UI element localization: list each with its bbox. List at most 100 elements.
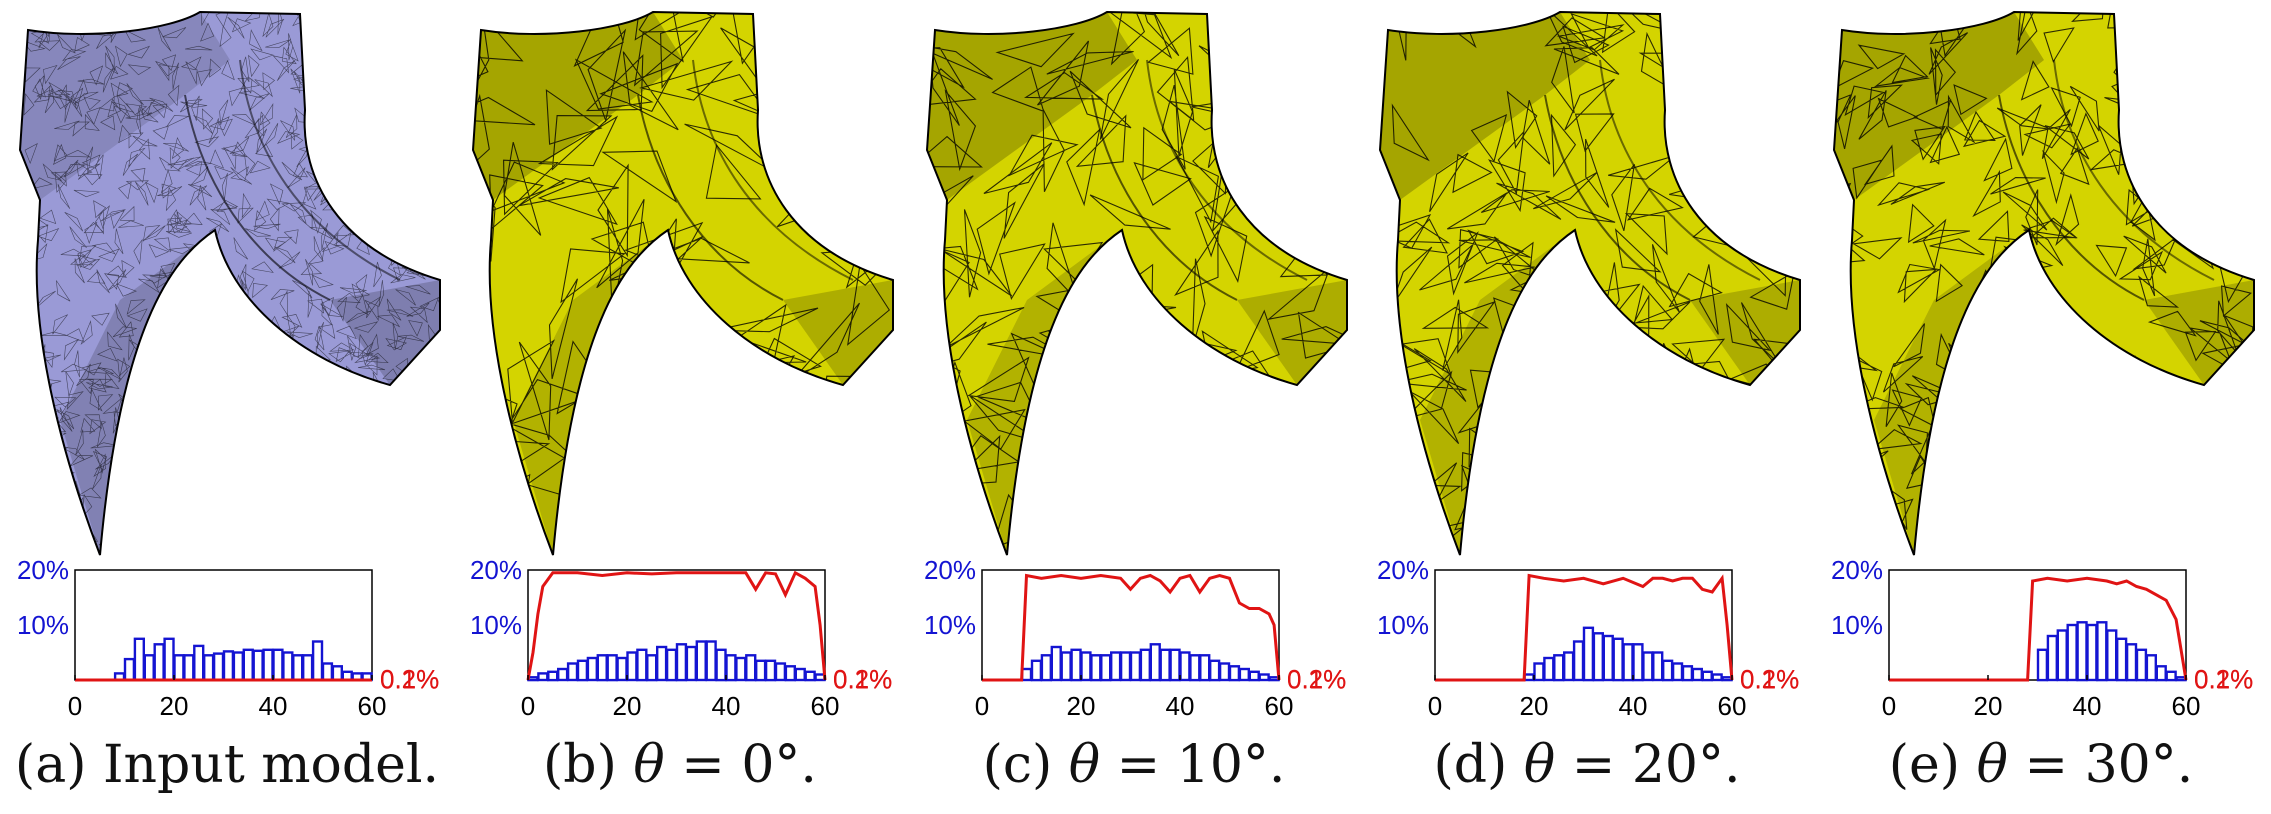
- histogram-bar: [2096, 621, 2108, 682]
- x-tick-label: 40: [1619, 691, 1648, 721]
- y-left-tick-label: 20%: [1377, 555, 1429, 585]
- histogram-bar: [1562, 651, 1575, 682]
- histogram-bar: [153, 643, 165, 682]
- histogram-bar: [1248, 670, 1260, 682]
- x-tick-label: 40: [2073, 691, 2102, 721]
- x-tick-label: 40: [1166, 691, 1195, 721]
- histogram-bar: [1671, 662, 1684, 682]
- x-tick-label: 0: [975, 691, 989, 721]
- x-tick-label: 60: [358, 691, 387, 721]
- model-surface: [471, 10, 894, 556]
- caption-suffix: = 10°.: [1100, 735, 1286, 795]
- y-right-tick-label: 0.1%: [1287, 664, 1346, 694]
- y-left-tick-label: 10%: [470, 610, 522, 640]
- histogram-bar: [804, 670, 816, 682]
- histogram-bar: [232, 651, 244, 682]
- histogram-bar: [1258, 673, 1270, 682]
- y-right-tick-label: 0.1%: [833, 664, 892, 694]
- x-tick-label: 20: [1520, 691, 1549, 721]
- histogram-bar: [537, 672, 549, 682]
- figure-panel: 0 20 40 60 10% 20% 0.1% 0.2% (b) θ = 0°.: [453, 0, 907, 814]
- histogram-bar: [173, 654, 185, 682]
- histogram-bar: [616, 656, 628, 682]
- caption-prefix: (d): [1433, 735, 1524, 795]
- x-tick-label: 60: [1265, 691, 1294, 721]
- figure-panel: 0 20 40 60 10% 20% 0.1% 0.2% (e) θ = 30°.: [1814, 0, 2268, 814]
- figure-panel: 0 20 40 60 10% 20% 0.1% 0.2% (a) Input model.: [0, 0, 454, 814]
- histogram-bar: [2155, 665, 2167, 682]
- histogram-bar: [1050, 645, 1062, 682]
- series-line: [1889, 576, 2188, 682]
- model-surface: [18, 10, 441, 556]
- x-tick-label: 0: [521, 691, 535, 721]
- series-line: [982, 573, 1281, 682]
- histogram-bar: [1159, 648, 1171, 682]
- histogram-bar: [774, 662, 787, 682]
- histogram-bar: [1523, 673, 1535, 682]
- histogram-bar: [2135, 648, 2148, 682]
- histogram-bar: [282, 651, 294, 682]
- mesh-model-render: [1378, 10, 1801, 556]
- mesh-model-render: [18, 10, 441, 556]
- histogram-bar: [2165, 670, 2177, 682]
- histogram-bar: [1100, 654, 1112, 682]
- histogram-bar: [193, 644, 205, 682]
- histogram-bar: [1080, 651, 1092, 682]
- histogram-bar: [705, 640, 717, 682]
- histogram-bar: [1592, 632, 1604, 682]
- angle-histogram-chart: 0 20 40 60 10% 20% 0.1%0.2%: [1377, 555, 1799, 721]
- histogram-bar: [2056, 629, 2068, 682]
- angle-histogram-chart: 0 20 40 60 10% 20% 0.1%0.2%: [924, 555, 1346, 721]
- series-line: [1435, 573, 1734, 682]
- histogram-bar: [1238, 667, 1250, 682]
- histogram-bar: [212, 652, 225, 682]
- histogram-bar: [1711, 673, 1723, 682]
- histogram-bar: [1060, 651, 1072, 682]
- histogram-bar: [1701, 670, 1713, 682]
- mesh-model-render: [1832, 10, 2255, 556]
- histogram-bar: [252, 649, 264, 682]
- histogram-bar: [755, 659, 767, 682]
- histogram-bar: [1681, 665, 1694, 682]
- histogram-bar: [1040, 654, 1052, 682]
- histogram-bar: [2106, 629, 2118, 682]
- histogram-bar: [1139, 648, 1151, 682]
- model-surface: [1378, 10, 1801, 556]
- panel-caption: (a) Input model.: [0, 735, 454, 795]
- histogram-bar: [202, 654, 215, 682]
- histogram-bar: [311, 640, 324, 682]
- mesh-model-render: [925, 10, 1348, 556]
- histogram-bar: [242, 648, 254, 682]
- histogram-bar: [2076, 621, 2088, 682]
- histogram-bar: [1119, 651, 1132, 682]
- histogram-bar: [143, 654, 155, 682]
- histogram-bar: [321, 662, 334, 682]
- histogram-bar: [596, 654, 608, 682]
- y-left-tick-label: 10%: [1831, 610, 1883, 640]
- y-left-tick-label: 10%: [924, 610, 976, 640]
- x-tick-label: 60: [2172, 691, 2201, 721]
- y-right-tick-label: 0.2%: [380, 664, 439, 694]
- angle-histogram-chart: 0 20 40 60 10% 20% 0.1%0.2%: [1831, 555, 2253, 721]
- histogram-bar: [1721, 676, 1733, 682]
- histogram-bar: [1533, 662, 1545, 682]
- caption-theta: θ: [1068, 735, 1101, 795]
- caption-prefix: (c): [982, 735, 1069, 795]
- histogram-bar: [2046, 634, 2058, 682]
- histogram-bar: [1572, 640, 1585, 682]
- histogram-bar: [665, 648, 678, 682]
- y-left-tick-label: 20%: [17, 555, 69, 585]
- y-left-tick-label: 20%: [1831, 555, 1883, 585]
- y-right-tick-label: 0.2%: [1740, 664, 1799, 694]
- y-left-tick-label: 10%: [17, 610, 69, 640]
- angle-histogram-chart: 0 20 40 60 10% 20% 0.1%0.2%: [470, 555, 892, 721]
- histogram-bar: [1109, 651, 1122, 682]
- histogram-bar: [655, 645, 668, 682]
- histogram-bar: [646, 654, 658, 682]
- y-right-tick-label: 0.2%: [2194, 664, 2253, 694]
- histogram-bar: [586, 656, 598, 682]
- caption-prefix: (e): [1888, 735, 1977, 795]
- x-tick-label: 0: [1882, 691, 1896, 721]
- histogram-bar: [123, 657, 136, 682]
- x-tick-label: 20: [160, 691, 189, 721]
